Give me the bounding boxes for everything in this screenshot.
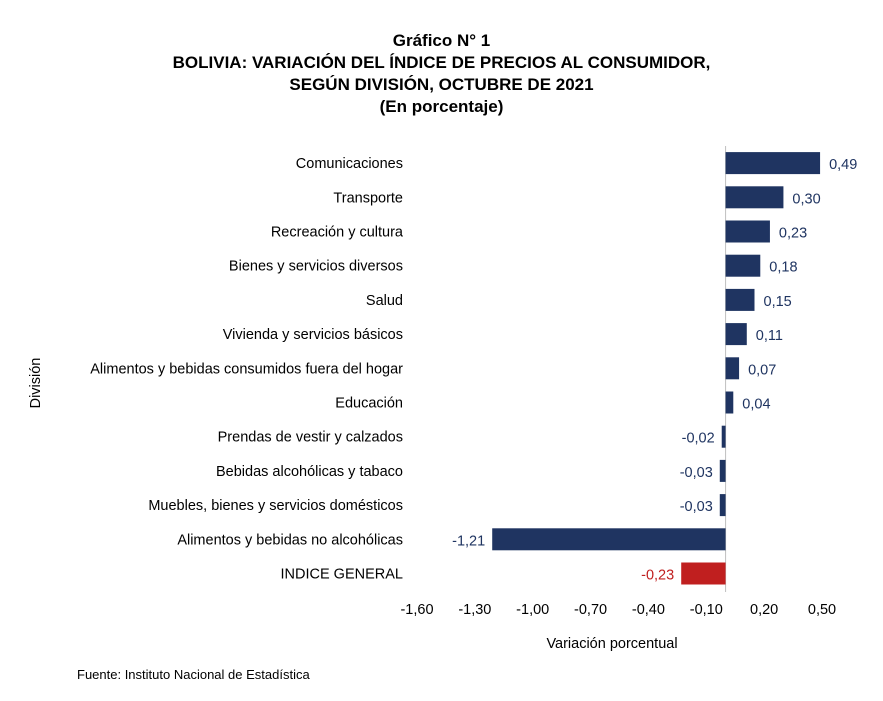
category-label-10: Bebidas alcohólicas y tabaco (216, 464, 403, 480)
data-label-3: 0,23 (779, 226, 807, 242)
title-line-2: BOLIVIA: VARIACIÓN DEL ÍNDICE DE PRECIOS… (172, 53, 711, 72)
category-label-5: Salud (366, 293, 403, 309)
bar-9 (721, 425, 726, 448)
source-note: Fuente: Instituto Nacional de Estadístic… (77, 667, 310, 682)
bar-13 (681, 562, 726, 585)
x-tick-label-8: 0,50 (808, 602, 836, 618)
x-tick-label-3: -1,00 (516, 602, 549, 618)
data-label-4: 0,18 (769, 260, 797, 276)
x-tick-label-4: -0,70 (574, 602, 607, 618)
data-label-1: 0,49 (829, 157, 857, 173)
bar-10 (719, 459, 726, 482)
x-tick-label-1: -1,60 (400, 602, 433, 618)
bar-3 (725, 220, 770, 243)
bar-4 (725, 254, 761, 277)
category-label-13: INDICE GENERAL (281, 567, 403, 583)
x-tick-label-2: -1,30 (458, 602, 491, 618)
data-label-5: 0,15 (764, 294, 792, 310)
bar-6 (725, 323, 747, 346)
category-label-4: Bienes y servicios diversos (229, 259, 403, 275)
y-axis-title: División (28, 358, 44, 409)
data-label-7: 0,07 (748, 362, 776, 378)
category-label-6: Vivienda y servicios básicos (223, 327, 403, 343)
bar-5 (725, 288, 755, 311)
data-label-2: 0,30 (792, 191, 820, 207)
x-axis-title: Variación porcentual (546, 636, 677, 652)
bar-7 (725, 357, 740, 380)
chart-title: Gráfico N° 1 BOLIVIA: VARIACIÓN DEL ÍNDI… (0, 30, 883, 118)
bar-2 (725, 186, 784, 209)
title-line-1: Gráfico N° 1 (392, 31, 491, 50)
bar-8 (725, 391, 734, 414)
category-label-1: Comunicaciones (296, 156, 403, 172)
data-label-12: -1,21 (452, 533, 485, 549)
category-label-11: Muebles, bienes y servicios domésticos (148, 498, 403, 514)
category-label-7: Alimentos y bebidas consumidos fuera del… (90, 361, 403, 377)
data-label-9: -0,02 (682, 431, 715, 447)
category-label-12: Alimentos y bebidas no alcohólicas (177, 532, 403, 548)
category-label-2: Transporte (333, 190, 403, 206)
x-tick-label-6: -0,10 (690, 602, 723, 618)
title-line-3: SEGÚN DIVISIÓN, OCTUBRE DE 2021 (289, 75, 594, 94)
bar-12 (492, 528, 726, 551)
x-tick-label-5: -0,40 (632, 602, 665, 618)
category-label-8: Educación (335, 396, 403, 412)
bar-1 (725, 152, 821, 175)
data-label-6: 0,11 (756, 328, 783, 344)
data-label-11: -0,03 (680, 499, 713, 515)
data-label-10: -0,03 (680, 465, 713, 481)
bar-11 (719, 494, 726, 517)
data-label-8: 0,04 (742, 397, 770, 413)
category-label-3: Recreación y cultura (271, 225, 404, 241)
title-line-4: (En porcentaje) (379, 97, 504, 116)
x-tick-label-7: 0,20 (750, 602, 778, 618)
data-label-13: -0,23 (641, 568, 674, 584)
category-label-9: Prendas de vestir y calzados (218, 430, 403, 446)
